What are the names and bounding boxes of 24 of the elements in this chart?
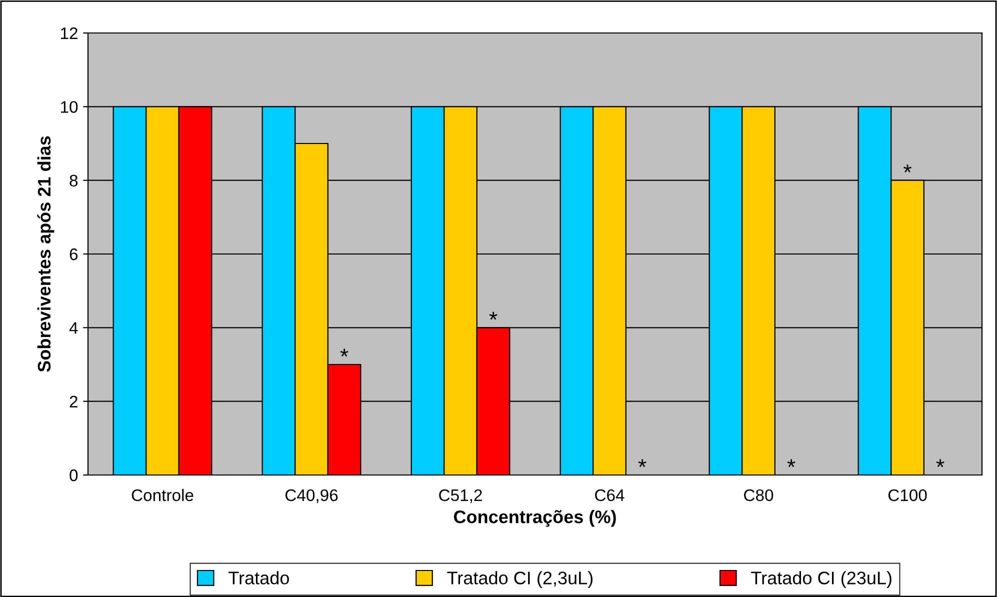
x-tick-label: C80 <box>744 489 774 502</box>
y-tick-label: 8 <box>70 174 78 187</box>
annotation: * <box>936 459 944 468</box>
annotation: * <box>638 459 646 468</box>
x-axis-title: Concentrações (%) <box>454 510 616 527</box>
x-tick-label: C51,2 <box>439 489 482 504</box>
x-tick-label: C64 <box>595 489 624 502</box>
legend-label: Tratado CI (2,3uL) <box>447 571 593 588</box>
x-tick-label: C40,96 <box>285 489 338 504</box>
y-tick-label: 6 <box>70 248 78 260</box>
annotation: * <box>489 312 498 320</box>
legend-label: Tratado <box>228 571 289 584</box>
y-tick-label: 0 <box>70 469 78 482</box>
y-axis-title: Sobreviventes após 21 dias <box>37 136 54 372</box>
annotation: * <box>340 348 348 357</box>
y-tick-label: 12 <box>61 27 78 40</box>
annotation: * <box>904 164 912 172</box>
x-tick-label: C100 <box>888 489 927 502</box>
y-tick-label: 2 <box>70 396 78 408</box>
legend-label: Tratado CI (23uL) <box>751 571 892 588</box>
x-tick-label: Controle <box>132 488 194 502</box>
y-tick-label: 4 <box>69 322 78 334</box>
annotation: * <box>787 459 796 468</box>
y-tick-label: 10 <box>61 101 78 113</box>
